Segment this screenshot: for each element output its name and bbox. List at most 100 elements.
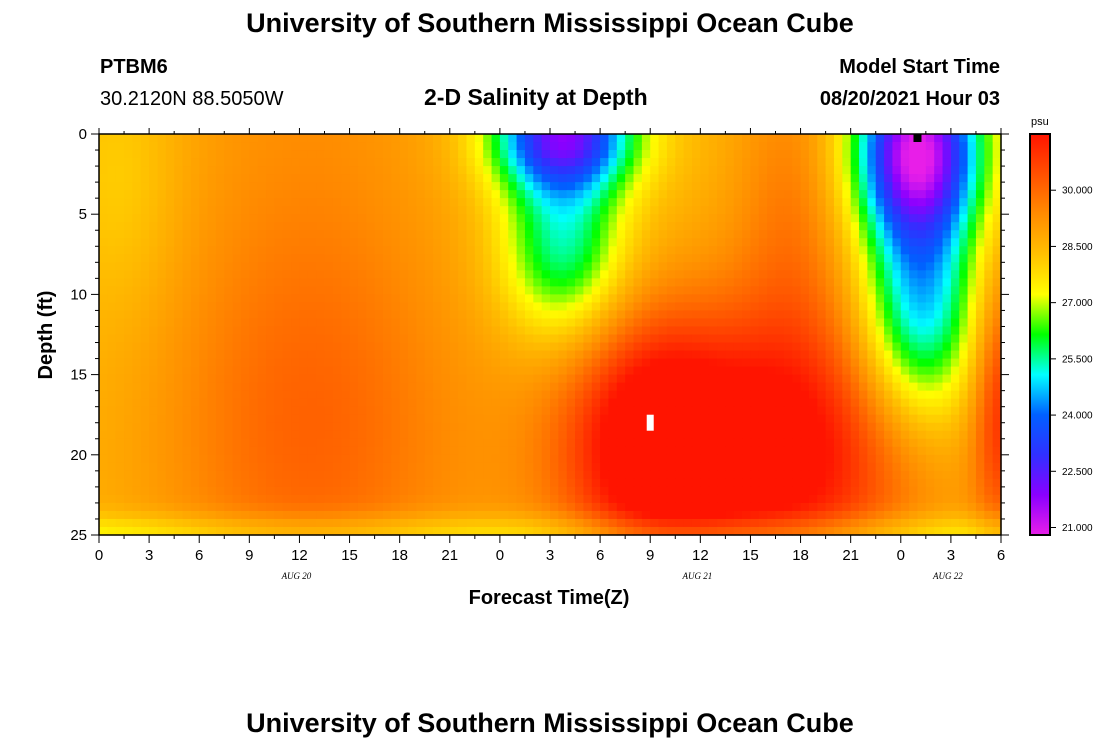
heatmap-cell bbox=[149, 142, 159, 151]
heatmap-cell bbox=[691, 270, 701, 279]
heatmap-cell bbox=[215, 238, 225, 247]
heatmap-cell bbox=[149, 350, 159, 360]
heatmap-cell bbox=[207, 350, 217, 360]
heatmap-cell bbox=[608, 358, 618, 368]
heatmap-cell bbox=[800, 390, 810, 400]
heatmap-cell bbox=[683, 214, 693, 223]
heatmap-cell bbox=[550, 462, 559, 472]
heatmap-cell bbox=[775, 278, 785, 287]
heatmap-cell bbox=[783, 326, 793, 336]
heatmap-cell bbox=[341, 390, 351, 400]
heatmap-cell bbox=[224, 382, 234, 392]
heatmap-cell bbox=[934, 182, 944, 191]
heatmap-cell bbox=[382, 190, 392, 199]
heatmap-cell bbox=[391, 390, 401, 400]
heatmap-cell bbox=[474, 494, 484, 504]
heatmap-cell bbox=[892, 334, 902, 344]
heatmap-cell bbox=[499, 142, 509, 151]
heatmap-cell bbox=[332, 366, 342, 376]
heatmap-cell bbox=[992, 206, 1002, 215]
heatmap-cell bbox=[424, 334, 434, 344]
heatmap-cell bbox=[416, 254, 426, 263]
heatmap-cell bbox=[558, 222, 568, 231]
heatmap-cell bbox=[717, 190, 726, 199]
heatmap-cell bbox=[382, 358, 392, 368]
heatmap-cell bbox=[675, 238, 685, 247]
heatmap-cell bbox=[382, 246, 392, 255]
heatmap-cell bbox=[675, 358, 685, 368]
heatmap-cell bbox=[474, 158, 484, 167]
heatmap-cell bbox=[742, 326, 752, 336]
heatmap-cell bbox=[316, 318, 326, 328]
heatmap-cell bbox=[474, 270, 484, 279]
heatmap-cell bbox=[499, 414, 509, 424]
heatmap-cell bbox=[508, 190, 518, 199]
heatmap-cell bbox=[240, 374, 250, 384]
heatmap-cell bbox=[174, 382, 184, 392]
heatmap-cell bbox=[817, 246, 827, 255]
heatmap-cell bbox=[316, 470, 326, 480]
heatmap-cell bbox=[132, 318, 142, 328]
heatmap-cell bbox=[767, 198, 777, 207]
heatmap-cell bbox=[132, 326, 142, 336]
heatmap-cell bbox=[842, 494, 852, 504]
heatmap-cell bbox=[332, 174, 342, 183]
heatmap-cell bbox=[934, 454, 944, 464]
heatmap-cell bbox=[867, 430, 877, 440]
heatmap-cell bbox=[758, 382, 768, 392]
heatmap-cell bbox=[424, 150, 434, 159]
heatmap-cell bbox=[366, 206, 376, 215]
heatmap-cell bbox=[107, 150, 117, 159]
heatmap-cell bbox=[600, 366, 610, 376]
heatmap-cell bbox=[608, 222, 618, 231]
heatmap-cell bbox=[775, 334, 785, 344]
heatmap-cell bbox=[867, 190, 877, 199]
heatmap-cell bbox=[224, 270, 234, 279]
heatmap-cell bbox=[499, 382, 509, 392]
heatmap-cell bbox=[282, 470, 292, 480]
heatmap-cell bbox=[867, 294, 877, 304]
heatmap-cell bbox=[207, 406, 217, 416]
heatmap-cell bbox=[115, 318, 125, 328]
heatmap-cell bbox=[165, 214, 175, 223]
heatmap-cell bbox=[934, 350, 944, 360]
heatmap-cell bbox=[742, 334, 752, 344]
heatmap-cell bbox=[140, 158, 150, 167]
heatmap-cell bbox=[792, 286, 802, 295]
heatmap-cell bbox=[207, 398, 217, 408]
heatmap-cell bbox=[533, 318, 543, 328]
heatmap-cell bbox=[625, 406, 635, 416]
heatmap-cell bbox=[374, 358, 384, 368]
heatmap-cell bbox=[299, 438, 309, 448]
heatmap-cell bbox=[491, 134, 501, 143]
heatmap-cell bbox=[700, 278, 710, 287]
heatmap-cell bbox=[533, 198, 543, 207]
heatmap-cell bbox=[257, 214, 267, 223]
heatmap-cell bbox=[742, 494, 752, 504]
heatmap-cell bbox=[533, 454, 543, 464]
heatmap-cell bbox=[107, 182, 117, 191]
heatmap-cell bbox=[650, 294, 660, 304]
heatmap-cell bbox=[758, 414, 768, 424]
heatmap-cell bbox=[808, 278, 818, 287]
heatmap-cell bbox=[900, 294, 910, 304]
heatmap-cell bbox=[550, 358, 559, 368]
heatmap-cell bbox=[558, 238, 568, 247]
heatmap-cell bbox=[182, 238, 192, 247]
heatmap-cell bbox=[466, 478, 476, 488]
heatmap-cell bbox=[900, 134, 910, 143]
heatmap-cell bbox=[608, 270, 618, 279]
heatmap-cell bbox=[758, 246, 768, 255]
heatmap-cell bbox=[658, 382, 668, 392]
heatmap-cell bbox=[382, 150, 392, 159]
heatmap-cell bbox=[591, 366, 601, 376]
heatmap-cell bbox=[808, 262, 818, 271]
heatmap-cell bbox=[892, 438, 902, 448]
heatmap-cell bbox=[140, 390, 150, 400]
heatmap-cell bbox=[474, 134, 484, 143]
heatmap-cell bbox=[332, 406, 342, 416]
heatmap-cell bbox=[391, 278, 401, 287]
heatmap-cell bbox=[892, 254, 902, 263]
heatmap-cell bbox=[516, 206, 526, 215]
heatmap-cell bbox=[499, 486, 509, 496]
